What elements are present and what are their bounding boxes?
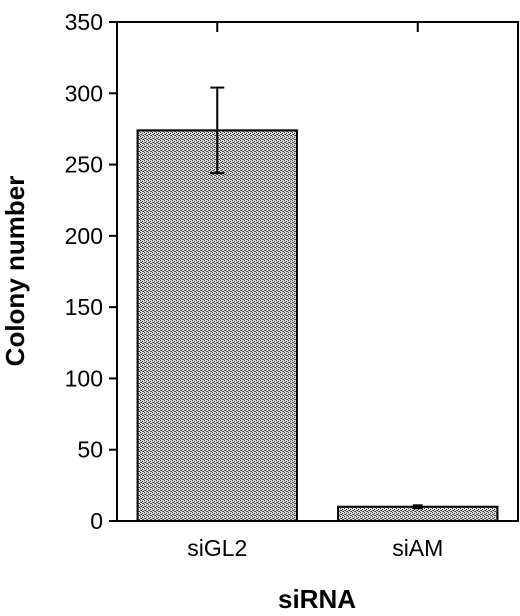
y-tick-label: 100 (65, 365, 103, 391)
y-tick-label: 200 (65, 223, 103, 249)
top-axis-ticks (216, 22, 419, 32)
y-tick-label: 150 (65, 294, 103, 320)
error-bars (210, 86, 423, 510)
y-tick-label: 50 (77, 437, 103, 463)
y-tick-label: 350 (65, 9, 103, 35)
y-tick-label: 250 (65, 152, 103, 178)
error-bar-sigl2 (210, 86, 225, 175)
plot-frame (116, 21, 519, 522)
bar-sigl2 (136, 129, 298, 522)
error-bar-siam (412, 504, 423, 510)
bars (136, 129, 499, 523)
y-tick-label: 0 (90, 508, 103, 534)
x-tick-label: siGL2 (187, 535, 247, 561)
x-axis-title: siRNA (278, 584, 356, 614)
y-axis-title: Colony number (0, 176, 30, 367)
x-tick-label: siAM (392, 535, 443, 561)
x-axis-tick-labels: siGL2 siAM (187, 535, 443, 561)
y-axis-ticks: 0 50 100 150 200 250 300 350 (65, 9, 117, 534)
y-tick-label: 300 (65, 80, 103, 106)
